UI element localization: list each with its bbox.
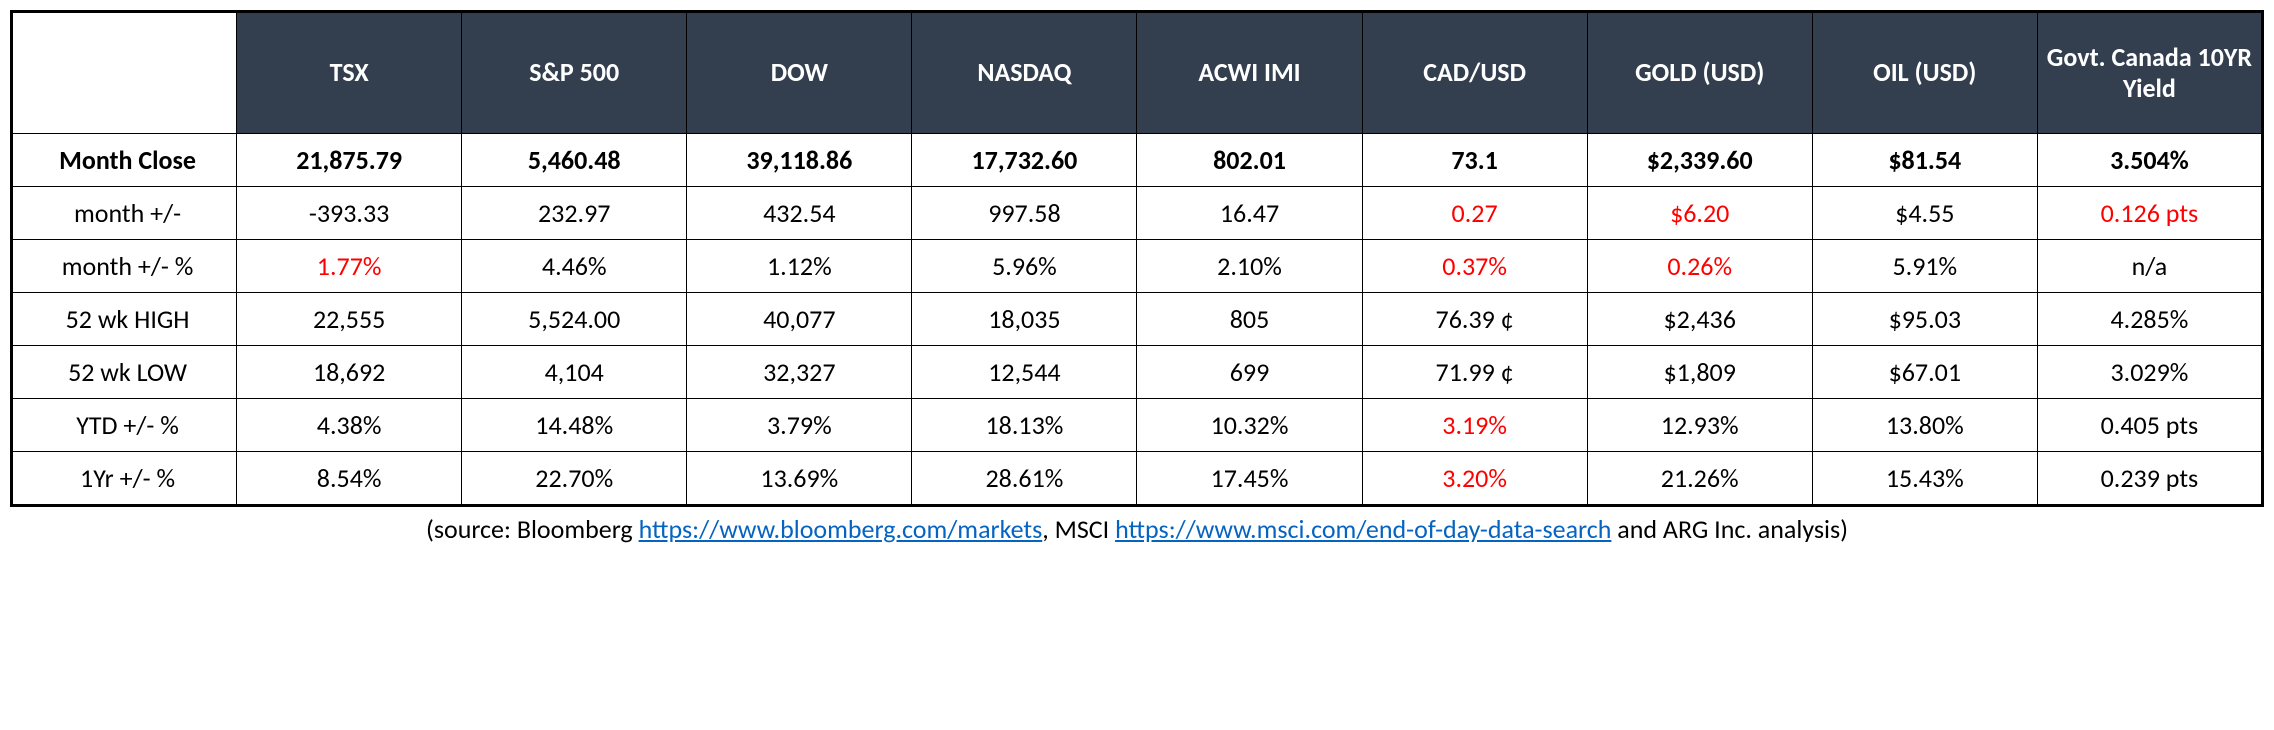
market-data-table: TSXS&P 500DOWNASDAQACWI IMICAD/USDGOLD (… [10, 10, 2264, 507]
source-link-bloomberg[interactable]: https://www.bloomberg.com/markets [639, 513, 1043, 545]
cell: 0.126 pts [2037, 187, 2262, 240]
source-suffix: and ARG Inc. analysis) [1611, 513, 1848, 545]
cell: 10.32% [1137, 399, 1362, 452]
cell: $67.01 [1812, 346, 2037, 399]
row-label: YTD +/- % [12, 399, 237, 452]
cell: $2,436 [1587, 293, 1812, 346]
cell: 0.405 pts [2037, 399, 2262, 452]
cell: $2,339.60 [1587, 134, 1812, 187]
cell: 3.504% [2037, 134, 2262, 187]
cell: 997.58 [912, 187, 1137, 240]
cell: 76.39 ¢ [1362, 293, 1587, 346]
table-row: 1Yr +/- %8.54%22.70%13.69%28.61%17.45%3.… [12, 452, 2263, 506]
cell: 13.80% [1812, 399, 2037, 452]
table-row: YTD +/- %4.38%14.48%3.79%18.13%10.32%3.1… [12, 399, 2263, 452]
header-col: ACWI IMI [1137, 12, 1362, 134]
cell: 5,524.00 [462, 293, 687, 346]
cell: 0.37% [1362, 240, 1587, 293]
cell: 22.70% [462, 452, 687, 506]
row-label: 52 wk HIGH [12, 293, 237, 346]
cell: 39,118.86 [687, 134, 912, 187]
cell: 4.38% [237, 399, 462, 452]
table-row: 52 wk LOW18,6924,10432,32712,54469971.99… [12, 346, 2263, 399]
table-row: Month Close21,875.795,460.4839,118.8617,… [12, 134, 2263, 187]
cell: 16.47 [1137, 187, 1362, 240]
cell: 12,544 [912, 346, 1137, 399]
source-mid1: , MSCI [1042, 513, 1115, 545]
cell: 18.13% [912, 399, 1137, 452]
cell: 5,460.48 [462, 134, 687, 187]
cell: 802.01 [1137, 134, 1362, 187]
cell: 8.54% [237, 452, 462, 506]
cell: $4.55 [1812, 187, 2037, 240]
cell: 17.45% [1137, 452, 1362, 506]
cell: 22,555 [237, 293, 462, 346]
table-row: 52 wk HIGH22,5555,524.0040,07718,0358057… [12, 293, 2263, 346]
cell: 73.1 [1362, 134, 1587, 187]
cell: 18,035 [912, 293, 1137, 346]
cell: 1.77% [237, 240, 462, 293]
cell: 3.79% [687, 399, 912, 452]
cell: 4.285% [2037, 293, 2262, 346]
cell: 432.54 [687, 187, 912, 240]
cell: $6.20 [1587, 187, 1812, 240]
cell: 15.43% [1812, 452, 2037, 506]
cell: 2.10% [1137, 240, 1362, 293]
header-col: DOW [687, 12, 912, 134]
row-label: 52 wk LOW [12, 346, 237, 399]
header-col: TSX [237, 12, 462, 134]
cell: 5.96% [912, 240, 1137, 293]
header-col: CAD/USD [1362, 12, 1587, 134]
cell: $81.54 [1812, 134, 2037, 187]
cell: 14.48% [462, 399, 687, 452]
cell: 5.91% [1812, 240, 2037, 293]
cell: 4,104 [462, 346, 687, 399]
source-citation: (source: Bloomberg https://www.bloomberg… [10, 513, 2264, 545]
cell: 21,875.79 [237, 134, 462, 187]
cell: 28.61% [912, 452, 1137, 506]
cell: $1,809 [1587, 346, 1812, 399]
table-row: month +/--393.33232.97432.54997.5816.470… [12, 187, 2263, 240]
cell: 32,327 [687, 346, 912, 399]
table-body: Month Close21,875.795,460.4839,118.8617,… [12, 134, 2263, 506]
header-corner [12, 12, 237, 134]
cell: 0.27 [1362, 187, 1587, 240]
source-link-msci[interactable]: https://www.msci.com/end-of-day-data-sea… [1115, 513, 1611, 545]
row-label: Month Close [12, 134, 237, 187]
header-col: Govt. Canada 10YR Yield [2037, 12, 2262, 134]
row-label: month +/- % [12, 240, 237, 293]
cell: 0.239 pts [2037, 452, 2262, 506]
cell: -393.33 [237, 187, 462, 240]
cell: 13.69% [687, 452, 912, 506]
cell: 3.19% [1362, 399, 1587, 452]
header-col: S&P 500 [462, 12, 687, 134]
cell: $95.03 [1812, 293, 2037, 346]
cell: 805 [1137, 293, 1362, 346]
source-prefix: (source: Bloomberg [426, 513, 639, 545]
cell: 18,692 [237, 346, 462, 399]
header-col: NASDAQ [912, 12, 1137, 134]
cell: 4.46% [462, 240, 687, 293]
row-label: month +/- [12, 187, 237, 240]
cell: n/a [2037, 240, 2262, 293]
cell: 3.20% [1362, 452, 1587, 506]
cell: 17,732.60 [912, 134, 1137, 187]
row-label: 1Yr +/- % [12, 452, 237, 506]
cell: 232.97 [462, 187, 687, 240]
cell: 3.029% [2037, 346, 2262, 399]
cell: 40,077 [687, 293, 912, 346]
table-header: TSXS&P 500DOWNASDAQACWI IMICAD/USDGOLD (… [12, 12, 2263, 134]
cell: 1.12% [687, 240, 912, 293]
cell: 12.93% [1587, 399, 1812, 452]
table-row: month +/- %1.77%4.46%1.12%5.96%2.10%0.37… [12, 240, 2263, 293]
cell: 0.26% [1587, 240, 1812, 293]
cell: 71.99 ¢ [1362, 346, 1587, 399]
header-col: OIL (USD) [1812, 12, 2037, 134]
cell: 699 [1137, 346, 1362, 399]
cell: 21.26% [1587, 452, 1812, 506]
header-col: GOLD (USD) [1587, 12, 1812, 134]
